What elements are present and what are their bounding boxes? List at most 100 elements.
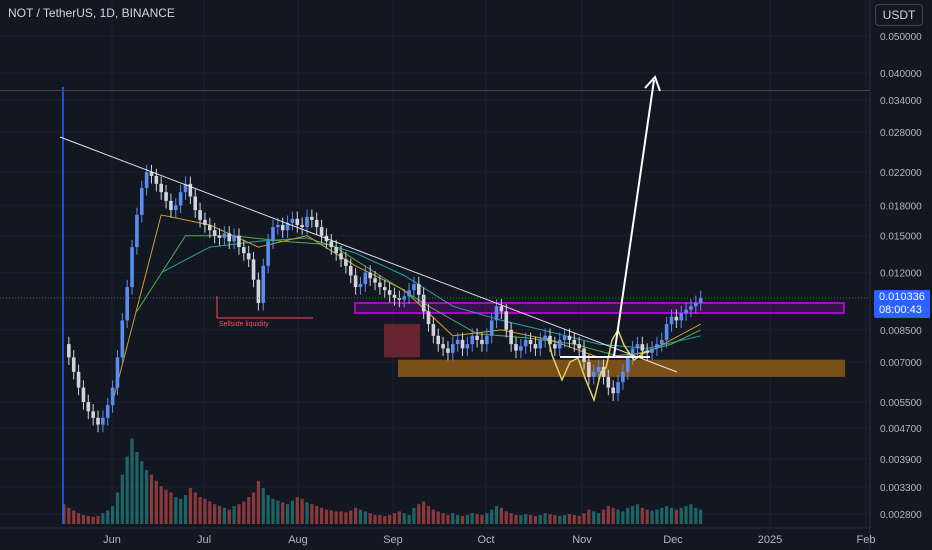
candle-body (519, 346, 523, 351)
volume-bar (650, 510, 654, 524)
volume-bar (383, 515, 387, 524)
y-tick-label: 0.004700 (880, 424, 922, 435)
candle-body (169, 200, 173, 211)
last-price-tag: 0.010336 08:00:43 (874, 290, 930, 318)
volume-bar (499, 507, 503, 524)
candle-body (553, 344, 557, 349)
volume-bar (125, 456, 129, 524)
candle-body (305, 216, 309, 228)
red-zone (384, 324, 420, 358)
volume-bar (567, 514, 572, 524)
volume-bar (164, 489, 168, 524)
candle-body (300, 224, 304, 228)
y-tick-label: 0.040000 (880, 69, 922, 80)
candle-body (319, 227, 324, 236)
candle-body (310, 216, 314, 220)
candle-body (606, 376, 611, 388)
y-tick-label: 0.050000 (880, 32, 922, 43)
countdown-timer: 08:00:43 (879, 304, 922, 316)
volume-bar (242, 501, 246, 524)
volume-bar (285, 504, 290, 524)
volume-bar (431, 509, 435, 524)
y-tick-label: 0.022000 (880, 168, 922, 179)
candle-body (237, 235, 241, 248)
volume-bar (388, 515, 392, 524)
volume-bar (528, 515, 533, 524)
volume-bar (120, 474, 124, 524)
candle-body (698, 297, 703, 303)
price-axis[interactable]: 0.050000 0.040000 0.034000 0.028000 0.022000… (869, 0, 922, 550)
x-tick-label: 2025 (758, 534, 782, 546)
volume-bar (645, 509, 649, 524)
y-tick-label: 0.003900 (880, 455, 922, 466)
volume-bar (111, 506, 115, 524)
volume-bar (412, 507, 416, 524)
orange-demand-zone (398, 359, 845, 377)
target-arrow-line (613, 79, 655, 357)
volume-bar (606, 506, 610, 524)
volume-bar (621, 511, 625, 524)
volume-bar (159, 486, 163, 524)
x-tick-label: Aug (288, 534, 308, 546)
candle-body (480, 339, 484, 345)
candle-body (485, 335, 489, 345)
candle-body (329, 241, 334, 248)
volume-bar (679, 507, 683, 524)
candle-body (621, 371, 625, 383)
volume-histogram (62, 438, 703, 524)
candle-body (451, 344, 455, 353)
candle-body (548, 335, 552, 345)
y-tick-label: 0.003300 (880, 483, 922, 494)
candle-body (494, 306, 499, 321)
candle-body (139, 187, 144, 215)
candle-body (509, 329, 513, 345)
candle-body (504, 311, 509, 330)
candle-body (144, 172, 149, 188)
currency-button[interactable]: USDT (875, 4, 923, 26)
volume-bar (130, 438, 134, 524)
volume-bar (524, 514, 528, 524)
volume-bar (548, 514, 552, 524)
volume-bar (422, 501, 426, 524)
candle-body (601, 366, 606, 377)
candle-body (533, 344, 538, 349)
candle-body (358, 284, 363, 288)
x-tick-label: Dec (663, 534, 683, 546)
candle-body (348, 265, 353, 276)
volume-bar (232, 506, 236, 524)
candle-body (203, 219, 207, 225)
candle-body (130, 247, 134, 288)
candle-body (523, 339, 528, 347)
volume-bar (582, 513, 586, 524)
volume-bar (660, 507, 664, 524)
candle-body (232, 235, 236, 242)
volume-bar (543, 513, 547, 524)
volume-bar (572, 515, 576, 524)
candle-body (159, 183, 163, 193)
candle-body (256, 279, 261, 303)
candle-body (635, 344, 640, 349)
volume-bar (227, 509, 231, 524)
candle-body (91, 411, 95, 418)
zones-layer (354, 302, 845, 377)
x-tick-label: Nov (572, 534, 592, 546)
volume-bar (101, 513, 105, 524)
volume-bar (354, 507, 358, 524)
volume-bar (271, 498, 275, 524)
candle-body (382, 287, 387, 291)
candle-body (407, 290, 411, 297)
candle-body (630, 348, 635, 358)
volume-bar (480, 515, 484, 524)
candle-body (334, 247, 338, 254)
volume-bar (67, 507, 71, 524)
candle-body (193, 196, 198, 211)
candle-body (611, 387, 615, 394)
candle-body (441, 344, 445, 349)
y-tick-label: 0.002800 (880, 510, 922, 521)
candle-body (261, 265, 266, 303)
time-axis[interactable]: Jun Jul Aug Sep Oct Nov Dec 2025 Feb (0, 527, 875, 546)
candle-body (572, 339, 577, 345)
volume-bar (446, 515, 450, 524)
